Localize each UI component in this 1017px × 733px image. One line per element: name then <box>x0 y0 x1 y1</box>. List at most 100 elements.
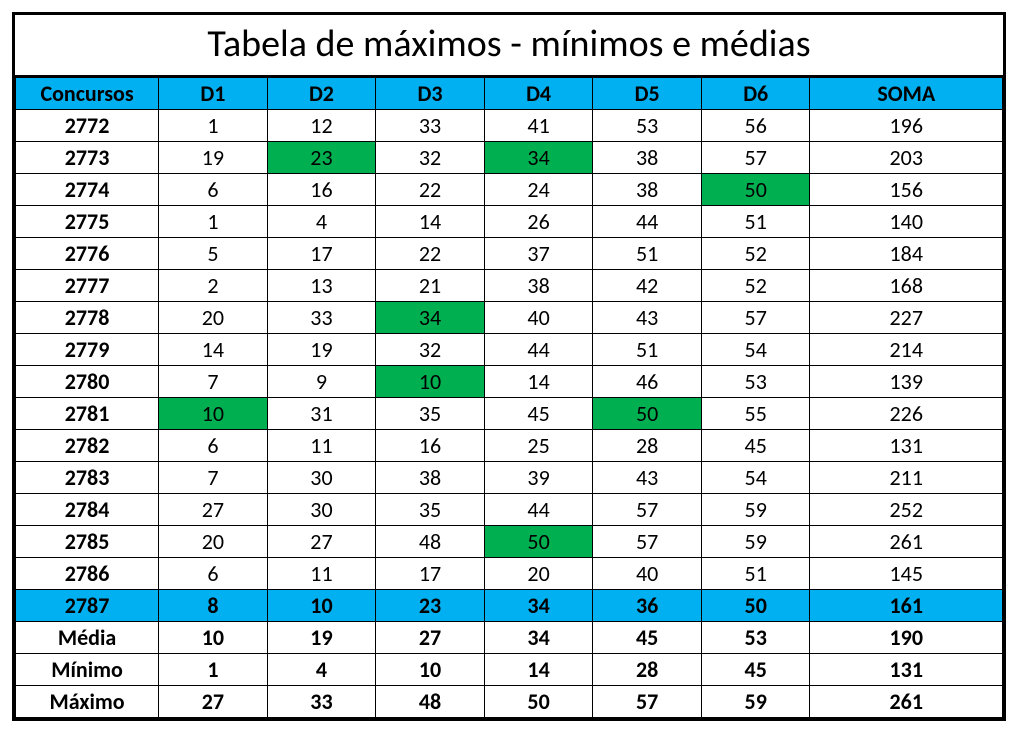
data-cell: 226 <box>810 398 1003 430</box>
data-cell: 32 <box>376 142 485 174</box>
table-container: Tabela de máximos - mínimos e médias Con… <box>12 12 1006 721</box>
table-row: 2778203334404357227 <box>16 302 1003 334</box>
data-cell: 214 <box>810 334 1003 366</box>
data-cell: 57 <box>593 686 702 718</box>
data-cell: 48 <box>376 686 485 718</box>
data-cell: 168 <box>810 270 1003 302</box>
row-label: 2776 <box>16 238 159 270</box>
data-cell: 10 <box>159 622 268 654</box>
data-cell: 31 <box>267 398 376 430</box>
data-cell: 45 <box>701 430 810 462</box>
data-cell: 42 <box>593 270 702 302</box>
data-cell: 46 <box>593 366 702 398</box>
row-label: Máximo <box>16 686 159 718</box>
row-label: 2775 <box>16 206 159 238</box>
data-cell: 34 <box>484 622 593 654</box>
data-cell: 51 <box>701 206 810 238</box>
column-header: SOMA <box>810 78 1003 110</box>
data-cell: 38 <box>484 270 593 302</box>
data-cell: 9 <box>267 366 376 398</box>
data-cell: 211 <box>810 462 1003 494</box>
data-cell: 140 <box>810 206 1003 238</box>
row-label: 2785 <box>16 526 159 558</box>
data-cell: 50 <box>484 686 593 718</box>
data-cell: 27 <box>376 622 485 654</box>
data-cell: 56 <box>701 110 810 142</box>
data-cell: 10 <box>376 366 485 398</box>
table-row: 27807910144653139 <box>16 366 1003 398</box>
data-cell: 28 <box>593 430 702 462</box>
column-header: Concursos <box>16 78 159 110</box>
data-cell: 6 <box>159 430 268 462</box>
data-cell: 1 <box>159 206 268 238</box>
table-row: 277211233415356196 <box>16 110 1003 142</box>
data-cell: 43 <box>593 462 702 494</box>
table-row: 2785202748505759261 <box>16 526 1003 558</box>
table-row: 27751414264451140 <box>16 206 1003 238</box>
data-cell: 20 <box>484 558 593 590</box>
data-cell: 54 <box>701 462 810 494</box>
data-cell: 59 <box>701 494 810 526</box>
data-cell: 227 <box>810 302 1003 334</box>
data-cell: 52 <box>701 238 810 270</box>
data-cell: 53 <box>593 110 702 142</box>
data-cell: 19 <box>159 142 268 174</box>
data-cell: 27 <box>159 494 268 526</box>
data-cell: 36 <box>593 590 702 622</box>
data-cell: 57 <box>701 302 810 334</box>
data-cell: 23 <box>376 590 485 622</box>
table-row: Mínimo1410142845131 <box>16 654 1003 686</box>
column-header: D3 <box>376 78 485 110</box>
data-cell: 50 <box>701 590 810 622</box>
data-cell: 7 <box>159 462 268 494</box>
data-cell: 30 <box>267 462 376 494</box>
table-row: Máximo273348505759261 <box>16 686 1003 718</box>
data-cell: 16 <box>376 430 485 462</box>
table-title: Tabela de máximos - mínimos e médias <box>15 15 1003 77</box>
row-label: 2787 <box>16 590 159 622</box>
data-cell: 44 <box>484 494 593 526</box>
data-cell: 261 <box>810 686 1003 718</box>
data-cell: 1 <box>159 654 268 686</box>
row-label: 2783 <box>16 462 159 494</box>
row-label: 2777 <box>16 270 159 302</box>
data-cell: 21 <box>376 270 485 302</box>
data-cell: 16 <box>267 174 376 206</box>
data-cell: 45 <box>701 654 810 686</box>
row-label: 2774 <box>16 174 159 206</box>
row-label: 2779 <box>16 334 159 366</box>
data-cell: 10 <box>267 590 376 622</box>
column-header: D6 <box>701 78 810 110</box>
row-label: 2780 <box>16 366 159 398</box>
data-cell: 8 <box>159 590 268 622</box>
row-label: 2784 <box>16 494 159 526</box>
data-cell: 10 <box>376 654 485 686</box>
data-cell: 57 <box>593 494 702 526</box>
data-cell: 10 <box>159 398 268 430</box>
data-cell: 41 <box>484 110 593 142</box>
table-row: 277651722375152184 <box>16 238 1003 270</box>
data-cell: 33 <box>267 302 376 334</box>
data-cell: 28 <box>593 654 702 686</box>
data-cell: 59 <box>701 686 810 718</box>
column-header: D5 <box>593 78 702 110</box>
data-cell: 57 <box>593 526 702 558</box>
data-cell: 4 <box>267 654 376 686</box>
data-cell: 34 <box>376 302 485 334</box>
data-cell: 4 <box>267 206 376 238</box>
data-cell: 40 <box>484 302 593 334</box>
data-cell: 24 <box>484 174 593 206</box>
data-cell: 2 <box>159 270 268 302</box>
row-label: Média <box>16 622 159 654</box>
data-cell: 17 <box>376 558 485 590</box>
data-cell: 156 <box>810 174 1003 206</box>
column-header: D4 <box>484 78 593 110</box>
table-row: 277721321384252168 <box>16 270 1003 302</box>
data-cell: 5 <box>159 238 268 270</box>
data-cell: 22 <box>376 174 485 206</box>
row-label: 2782 <box>16 430 159 462</box>
data-cell: 52 <box>701 270 810 302</box>
data-cell: 51 <box>593 334 702 366</box>
data-cell: 145 <box>810 558 1003 590</box>
row-label: 2786 <box>16 558 159 590</box>
